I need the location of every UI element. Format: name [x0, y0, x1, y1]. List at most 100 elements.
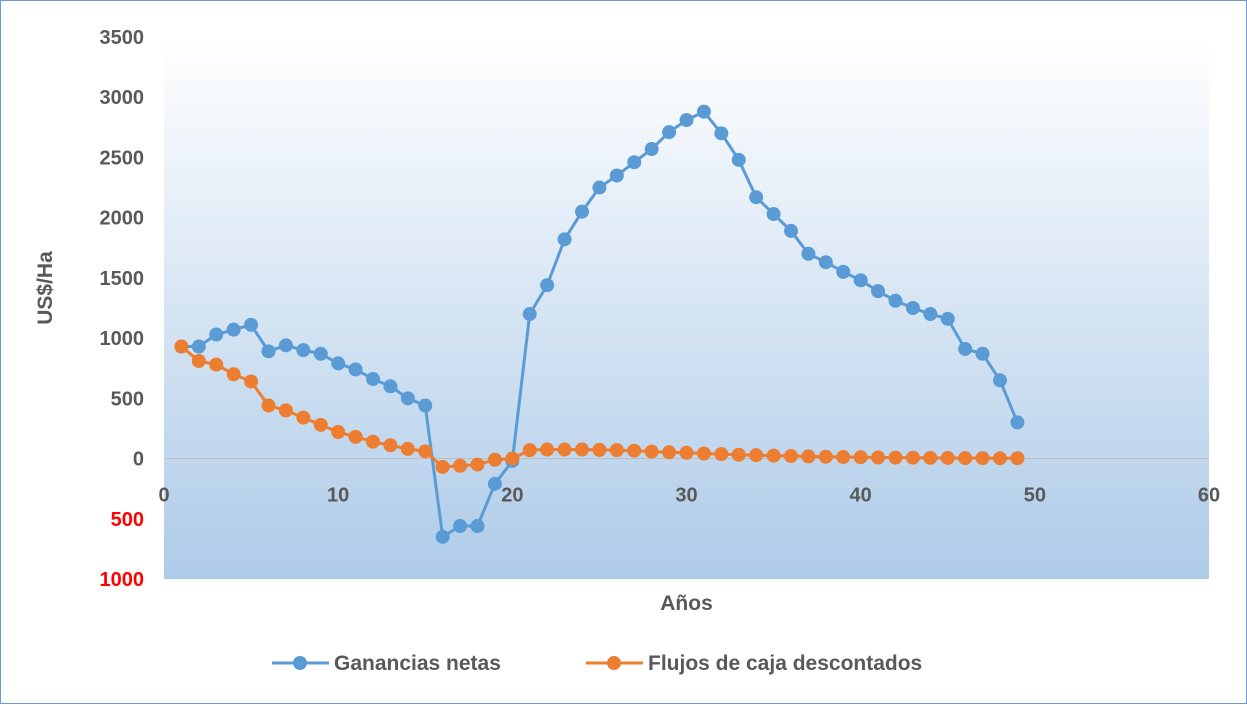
data-point	[331, 425, 346, 440]
data-point	[348, 362, 363, 377]
data-point	[592, 442, 607, 457]
data-point	[505, 451, 520, 466]
data-point	[888, 293, 903, 308]
data-point	[627, 155, 642, 170]
data-point	[731, 447, 746, 462]
data-point	[940, 311, 955, 326]
data-point	[366, 372, 380, 387]
data-point	[940, 450, 955, 465]
data-point	[853, 273, 868, 288]
legend-item-1: Ganancias netas	[272, 652, 501, 675]
data-point	[244, 317, 259, 332]
legend-item-2: Flujos de caja descontados	[586, 652, 922, 675]
data-point	[470, 519, 485, 534]
data-point	[261, 398, 276, 413]
data-point	[836, 449, 851, 464]
data-point	[784, 223, 798, 238]
y-axis-title: US$/Ha	[34, 251, 57, 325]
data-point	[696, 104, 711, 119]
data-point	[818, 449, 833, 464]
data-point	[766, 448, 781, 463]
data-point	[209, 327, 224, 342]
plot-area	[164, 37, 1209, 579]
y-tick-label: 500	[111, 388, 144, 410]
data-point	[853, 450, 868, 465]
x-tick-labels: 0 10 20 30 40 50 60	[158, 485, 1220, 507]
data-point	[975, 346, 990, 361]
data-point	[1010, 415, 1025, 430]
data-point	[435, 529, 450, 544]
data-point	[714, 447, 729, 462]
legend: Ganancias netas Flujos de caja descontado…	[272, 652, 922, 675]
data-point	[331, 356, 346, 371]
data-point	[209, 357, 224, 372]
data-point	[400, 441, 415, 456]
data-point	[714, 126, 729, 141]
data-point	[453, 458, 468, 473]
y-tick-label: 2500	[100, 147, 145, 169]
legend-swatch-marker	[607, 656, 621, 670]
data-point	[592, 180, 607, 195]
data-point	[540, 278, 555, 293]
data-point	[627, 443, 642, 458]
data-point	[226, 322, 241, 337]
data-point	[435, 459, 450, 474]
legend-label: Ganancias netas	[334, 652, 501, 675]
y-tick-label: 3500	[100, 27, 145, 49]
data-point	[226, 367, 241, 382]
data-point	[557, 232, 572, 247]
data-point	[418, 444, 433, 459]
data-point	[400, 391, 415, 406]
data-point	[191, 353, 206, 368]
data-point	[871, 450, 886, 465]
data-point	[836, 264, 851, 279]
data-point	[731, 152, 746, 167]
data-point	[679, 445, 694, 460]
x-tick-label: 50	[1024, 485, 1046, 507]
data-point	[662, 445, 677, 460]
y-tick-label: 1000	[100, 328, 145, 350]
data-point	[644, 444, 659, 459]
data-point	[383, 379, 398, 394]
data-point	[296, 410, 311, 425]
series-1	[174, 104, 1025, 544]
data-point	[557, 442, 572, 457]
legend-swatch-marker	[293, 656, 307, 670]
data-point	[313, 346, 328, 361]
data-point	[278, 338, 293, 353]
y-tick-label: 2000	[100, 208, 145, 230]
data-point	[1010, 451, 1025, 466]
data-point	[609, 168, 624, 183]
data-point	[749, 448, 764, 463]
y-axis: 1000 500 0 500 1000 1500 2000 2500 3000 3500	[100, 27, 145, 591]
data-point	[818, 255, 833, 270]
data-point	[261, 344, 276, 359]
data-point	[958, 451, 973, 466]
data-point	[766, 207, 781, 222]
y-tick-label: 3000	[100, 87, 145, 109]
data-point	[696, 446, 711, 461]
data-point	[313, 417, 328, 432]
data-point	[487, 452, 502, 467]
data-point	[905, 301, 920, 315]
data-point	[296, 343, 311, 358]
y-tick-label: 1500	[100, 268, 145, 290]
data-point	[662, 125, 677, 140]
x-tick-label: 30	[675, 485, 697, 507]
data-point	[905, 450, 920, 465]
data-point	[923, 450, 938, 465]
x-tick-label: 10	[327, 485, 349, 507]
data-point	[609, 443, 624, 458]
x-tick-label: 60	[1198, 485, 1220, 507]
data-point	[244, 374, 259, 389]
x-tick-label: 0	[158, 485, 169, 507]
y-tick-label: 0	[133, 449, 144, 471]
data-point	[784, 449, 798, 464]
data-point	[383, 438, 398, 453]
legend-label: Flujos de caja descontados	[648, 652, 922, 675]
data-point	[575, 442, 589, 457]
x-axis-title: Años	[660, 592, 713, 615]
data-point	[923, 307, 938, 322]
data-point	[453, 519, 468, 534]
